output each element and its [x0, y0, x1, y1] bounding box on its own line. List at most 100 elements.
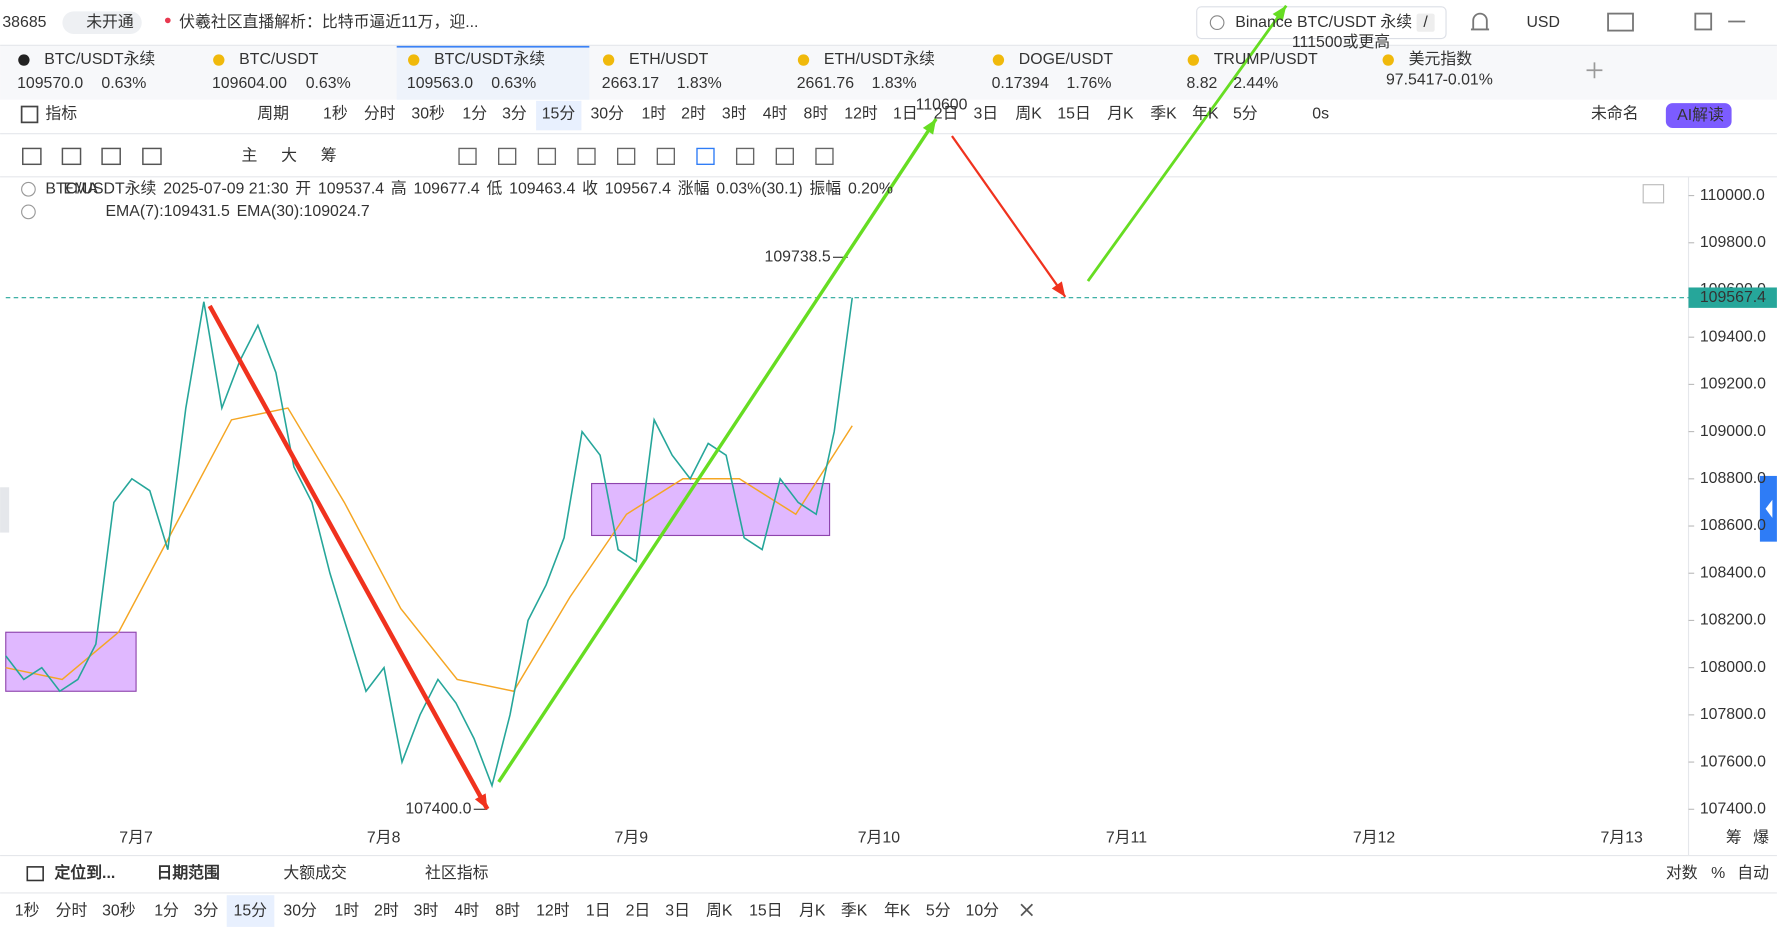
bell-icon[interactable] [1470, 12, 1490, 31]
left-toggle[interactable] [0, 487, 10, 533]
tab-name[interactable]: BTC/USDT [239, 51, 319, 68]
tab-price: 2661.76 [797, 75, 855, 92]
drawing-tool[interactable]: 筹 [321, 147, 337, 165]
layout-name[interactable]: 未命名 [1591, 105, 1639, 123]
tab-name[interactable]: ETH/USDT [629, 51, 709, 68]
tool-icon[interactable] [498, 147, 517, 165]
drawing-tool[interactable]: 主 [241, 147, 257, 165]
interval-button[interactable]: 12时 [844, 105, 878, 123]
tool-icon[interactable] [22, 147, 42, 166]
large-trades-button[interactable]: 大额成交 [283, 864, 347, 882]
interval-button[interactable]: 年K [1192, 105, 1219, 123]
interval-button[interactable]: 周K [1015, 106, 1042, 123]
tab-name[interactable]: BTC/USDT永续 [44, 50, 155, 68]
tool-icon[interactable] [775, 147, 794, 165]
y-tick-label: 107800.0 [1700, 706, 1766, 723]
interval-button[interactable]: 15日 [1057, 106, 1091, 123]
interval-button[interactable]: 30秒 [411, 105, 445, 123]
interval-button[interactable]: 1秒 [15, 901, 40, 919]
interval-button[interactable]: 分时 [56, 901, 88, 919]
community-button[interactable]: 社区指标 [425, 864, 489, 882]
interval-button[interactable]: 5分 [1233, 105, 1258, 123]
interval-button[interactable]: 2日 [626, 902, 651, 919]
tool-icon[interactable] [815, 147, 834, 165]
indicator-button[interactable]: 指标 [45, 105, 77, 123]
tab-change: -0.01% [1443, 72, 1493, 89]
interval-button[interactable]: 12时 [536, 901, 570, 919]
scale-option[interactable]: 自动 [1737, 864, 1769, 882]
mail-icon[interactable] [1607, 12, 1634, 32]
period-button[interactable]: 周期 [257, 105, 289, 123]
interval-button[interactable]: 3分 [502, 105, 527, 123]
interval-button[interactable]: 10分 [966, 901, 1000, 919]
currency-select[interactable]: USD [1526, 14, 1559, 31]
ai-label[interactable]: AI解读 [1677, 106, 1724, 124]
interval-button[interactable]: 3日 [665, 902, 690, 919]
drawing-tool[interactable]: 大 [281, 147, 297, 165]
search-icon [1209, 15, 1225, 31]
interval-button[interactable]: 1秒 [323, 105, 348, 123]
date-range-button[interactable]: 日期范围 [156, 863, 219, 882]
tool-icon[interactable] [735, 147, 755, 165]
interval-button[interactable]: 1日 [893, 106, 918, 123]
news-headline[interactable]: 伏羲社区直播解析：比特币逼近11万，迎... [179, 13, 478, 31]
interval-button[interactable]: 3日 [973, 106, 998, 123]
y-tick-label: 108000.0 [1700, 659, 1766, 676]
tab-name[interactable]: DOGE/USDT [1019, 51, 1114, 68]
interval-button[interactable]: 15分 [542, 105, 576, 123]
interval-button[interactable]: 季K [1150, 105, 1177, 123]
interval-button[interactable]: 分时 [364, 105, 396, 123]
tool-icon[interactable] [656, 147, 676, 165]
interval-button[interactable]: 4时 [454, 901, 479, 919]
interval-button[interactable]: 年K [884, 901, 911, 919]
news-dot [164, 17, 171, 24]
layout-icon[interactable] [1694, 12, 1713, 31]
tab-name[interactable]: TRUMP/USDT [1214, 51, 1318, 68]
interval-button[interactable]: 30分 [590, 105, 624, 123]
interval-button[interactable]: 2时 [681, 105, 706, 123]
tab-name[interactable]: BTC/USDT永续 [434, 50, 545, 68]
interval-button[interactable]: 2时 [374, 901, 399, 919]
tab-name[interactable]: 美元指数 [1409, 50, 1473, 68]
interval-button[interactable]: 15分 [234, 901, 268, 919]
tool-icon[interactable] [61, 147, 82, 166]
fullscreen-icon[interactable] [1642, 184, 1665, 204]
tool-icon[interactable] [537, 147, 557, 165]
locate-button[interactable]: 定位到... [54, 863, 115, 882]
interval-button[interactable]: 8时 [804, 105, 829, 123]
tool-icon[interactable] [142, 147, 162, 166]
interval-button[interactable]: 1日 [586, 902, 611, 919]
tool-icon[interactable] [696, 147, 715, 165]
tool-icon[interactable] [577, 147, 596, 165]
interval-button[interactable]: 4时 [763, 105, 788, 123]
tab-change: 0.63% [101, 75, 146, 92]
interval-button[interactable]: 1时 [334, 901, 359, 919]
interval-button[interactable]: 3分 [194, 901, 219, 919]
interval-button[interactable]: 1分 [154, 901, 179, 919]
interval-button[interactable]: 周K [706, 902, 733, 919]
interval-button[interactable]: 3时 [414, 901, 439, 919]
add-tab[interactable] [1586, 62, 1603, 79]
interval-button[interactable]: 15日 [749, 902, 783, 919]
ai-button[interactable] [1665, 103, 1732, 129]
interval-button[interactable]: 月K [799, 902, 826, 919]
search-box[interactable] [1196, 6, 1447, 40]
interval-button[interactable]: 1时 [641, 105, 666, 123]
scale-option[interactable]: 对数 [1666, 864, 1698, 882]
tool-icon[interactable] [101, 147, 121, 166]
interval-button[interactable]: 季K [841, 901, 868, 919]
tab-change: 1.83% [677, 75, 722, 92]
interval-button[interactable]: 5分 [926, 901, 951, 919]
tool-icon[interactable] [458, 147, 477, 165]
interval-button[interactable]: 月K [1107, 106, 1134, 123]
close-icon[interactable] [1020, 903, 1034, 917]
interval-button[interactable]: 3时 [722, 105, 747, 123]
interval-button[interactable]: 2日 [934, 106, 959, 123]
scale-option[interactable]: % [1711, 865, 1725, 882]
interval-button[interactable]: 8时 [495, 901, 520, 919]
tab-name[interactable]: ETH/USDT永续 [824, 50, 935, 68]
interval-button[interactable]: 30分 [283, 901, 317, 919]
tool-icon[interactable] [616, 147, 636, 165]
interval-button[interactable]: 30秒 [102, 901, 136, 919]
interval-button[interactable]: 1分 [462, 105, 487, 123]
